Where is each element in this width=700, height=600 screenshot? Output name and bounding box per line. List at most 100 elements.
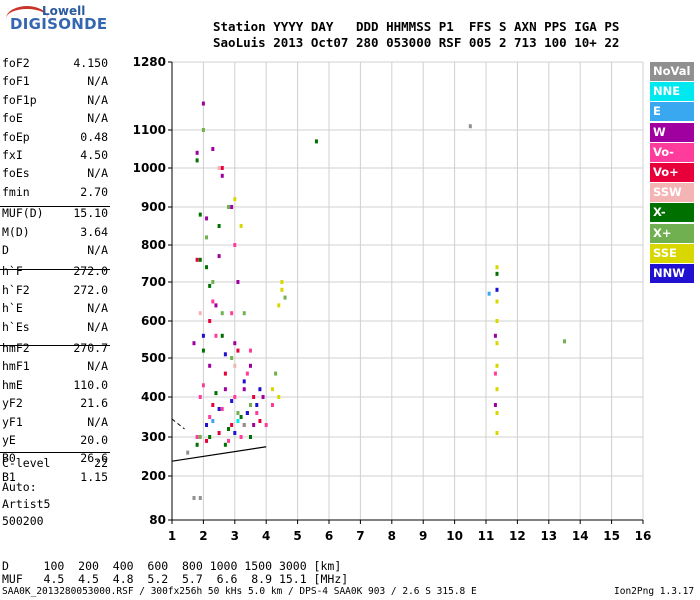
data-point: [249, 363, 252, 368]
param-row: fmin 2.70: [2, 185, 108, 204]
data-point: [227, 205, 231, 209]
data-point: [201, 348, 205, 353]
param-row: M(D) 3.64: [2, 225, 108, 244]
separator: [0, 206, 110, 207]
data-point: [230, 356, 234, 360]
param-value: N/A: [87, 301, 108, 316]
y-tick-label: 1100: [133, 123, 166, 137]
y-tick-label: 800: [141, 238, 166, 252]
logo-lowell: Lowell: [42, 4, 86, 18]
x-tick-label: 12: [509, 529, 526, 543]
data-point: [205, 235, 209, 240]
y-tick-label: 200: [141, 469, 166, 483]
param-value: N/A: [87, 319, 108, 334]
data-point: [205, 438, 209, 443]
data-point: [195, 158, 199, 163]
x-tick-label: 9: [419, 529, 427, 543]
data-point: [280, 280, 284, 284]
data-point: [186, 450, 190, 455]
data-point: [201, 383, 205, 388]
separator: [0, 269, 110, 270]
param-row: foEs N/A: [2, 166, 108, 185]
x-tick-label: 15: [603, 529, 620, 543]
separator: [0, 452, 110, 453]
data-point: [227, 438, 231, 443]
data-point: [220, 311, 224, 316]
param-value: 272.0: [73, 264, 108, 279]
data-point: [192, 341, 196, 346]
data-point: [277, 303, 281, 308]
param-row: hmF2 270.7: [2, 341, 108, 360]
param-value: 1.15: [80, 469, 108, 484]
param-name: foE: [2, 111, 23, 126]
data-point: [252, 423, 256, 427]
data-point: [217, 431, 221, 435]
data-point: [258, 419, 262, 423]
data-point: [264, 423, 268, 427]
y-tick-label: 500: [141, 351, 166, 365]
data-point: [487, 291, 491, 296]
x-tick-label: 5: [293, 529, 301, 543]
trace-line: [171, 446, 267, 462]
data-point: [245, 411, 249, 415]
data-point: [211, 299, 215, 304]
param-name: fxI: [2, 148, 23, 162]
param-value: 4.150: [73, 56, 108, 70]
param-row: foF2 4.150: [2, 56, 108, 75]
data-point: [236, 411, 240, 415]
data-point: [249, 403, 252, 407]
data-point: [493, 333, 497, 338]
data-point: [245, 371, 249, 376]
param-row: yF1 N/A: [2, 415, 108, 434]
data-point: [261, 395, 265, 399]
data-point: [208, 319, 212, 323]
data-point: [223, 387, 227, 392]
data-point: [230, 311, 234, 316]
param-row: hmF1 N/A: [2, 359, 108, 378]
x-tick-label: 16: [635, 529, 652, 543]
data-point: [233, 197, 237, 202]
param-name: hmF2: [2, 341, 30, 355]
y-tick-label: 600: [141, 314, 166, 328]
data-point: [192, 496, 196, 500]
y-tick-label: 1280: [133, 55, 166, 69]
x-tick-label: 6: [325, 529, 333, 543]
data-point: [223, 442, 227, 447]
data-point: [201, 333, 205, 338]
param-value: 2.70: [80, 184, 108, 199]
data-point: [230, 399, 234, 403]
data-point: [233, 243, 237, 247]
param-name: fmin: [2, 184, 30, 199]
data-point: [495, 363, 499, 368]
data-point: [227, 427, 231, 431]
data-point: [195, 257, 199, 262]
legend-item: Vo+: [650, 163, 694, 182]
data-point: [217, 254, 221, 259]
data-point: [274, 371, 278, 376]
data-point: [223, 371, 227, 376]
logo-digisonde: DIGISONDE: [10, 15, 108, 33]
data-point: [208, 435, 212, 439]
param-value: N/A: [87, 359, 108, 374]
data-point: [277, 395, 281, 399]
param-row: h`F 272.0: [2, 264, 108, 283]
param-row: fxI 4.50: [2, 148, 108, 167]
data-point: [495, 431, 499, 435]
y-tick-label: 80: [149, 513, 166, 527]
param-name: yF2: [2, 396, 23, 411]
data-point: [214, 333, 218, 338]
data-point: [495, 287, 499, 292]
y-tick-label: 400: [141, 390, 166, 404]
data-point: [211, 280, 215, 284]
legend-item: NNE: [650, 82, 694, 102]
param-name: M(D): [2, 224, 30, 239]
data-point: [217, 224, 221, 228]
data-point: [468, 124, 472, 129]
data-point: [233, 395, 237, 399]
param-row: foEp 0.48: [2, 130, 108, 149]
param-value: 15.10: [73, 206, 108, 221]
data-point: [208, 283, 212, 288]
data-point: [283, 295, 287, 300]
muf-table-muf-row: MUF 4.5 4.5 4.8 5.2 5.7 6.6 8.9 15.1 [MH…: [2, 572, 349, 586]
